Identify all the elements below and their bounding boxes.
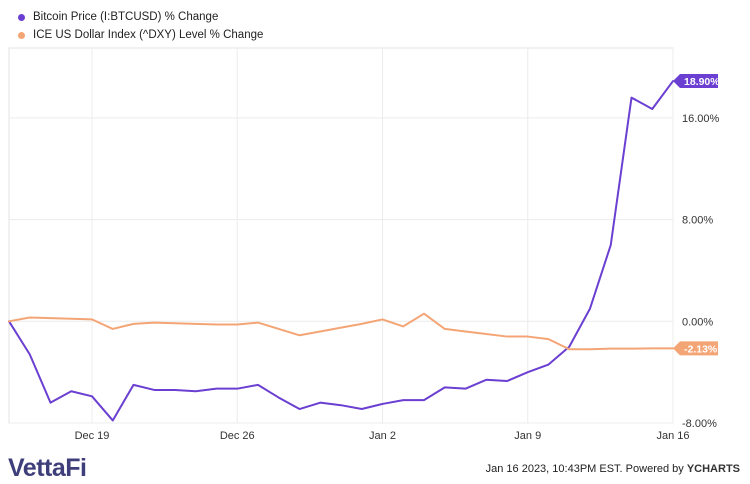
y-tick-label: 8.00% — [682, 215, 713, 227]
y-tick-label: -8.00% — [682, 418, 717, 430]
legend-label-bitcoin: Bitcoin Price (I:BTCUSD) % Change — [33, 11, 219, 23]
legend-swatch-dxy — [18, 31, 25, 39]
ycharts-logo[interactable]: YCHARTS — [686, 463, 740, 475]
legend-item-dxy[interactable]: ICE US Dollar Index (^DXY) Level % Chang… — [18, 26, 263, 44]
x-tick-label: Jan 16 — [656, 430, 689, 442]
chart-footer: VettaFi Jan 16 2023, 10:43PM EST. Powere… — [0, 452, 750, 484]
end-label-text: -2.13% — [684, 343, 718, 355]
legend-swatch-bitcoin — [18, 13, 25, 21]
y-tick-label: 0.00% — [682, 316, 713, 328]
x-tick-label: Dec 19 — [75, 430, 110, 442]
end-label-background — [673, 74, 718, 89]
vettafi-logo: VettaFi — [8, 454, 87, 482]
end-label-text: 18.90% — [684, 76, 720, 88]
y-tick-label: 16.00% — [682, 113, 720, 125]
series-line-bitcoin — [8, 80, 674, 422]
legend-item-bitcoin[interactable]: Bitcoin Price (I:BTCUSD) % Change — [18, 8, 263, 26]
chart-legend: Bitcoin Price (I:BTCUSD) % Change ICE US… — [18, 8, 263, 44]
series-line-dxy — [8, 312, 674, 351]
plot-area — [8, 47, 674, 424]
end-label-background — [673, 341, 718, 356]
x-tick-label: Jan 2 — [369, 430, 396, 442]
line-chart: Dec 19 Dec 26 Jan 2 Jan 9 Jan 16 16.00% 8.00% 0… — [8, 47, 720, 442]
footer-timestamp: Jan 16 2023, 10:43PM EST. — [485, 463, 623, 475]
footer-powered-by: Powered by — [625, 463, 684, 475]
legend-label-dxy: ICE US Dollar Index (^DXY) Level % Chang… — [33, 29, 264, 41]
end-label-bitcoin: 18.90% — [673, 74, 720, 89]
footer-attribution: Jan 16 2023, 10:43PM EST. Powered by YCH… — [486, 463, 740, 475]
end-label-dxy: -2.13% — [673, 341, 718, 356]
x-tick-label: Jan 9 — [514, 430, 541, 442]
x-tick-label: Dec 26 — [220, 430, 255, 442]
